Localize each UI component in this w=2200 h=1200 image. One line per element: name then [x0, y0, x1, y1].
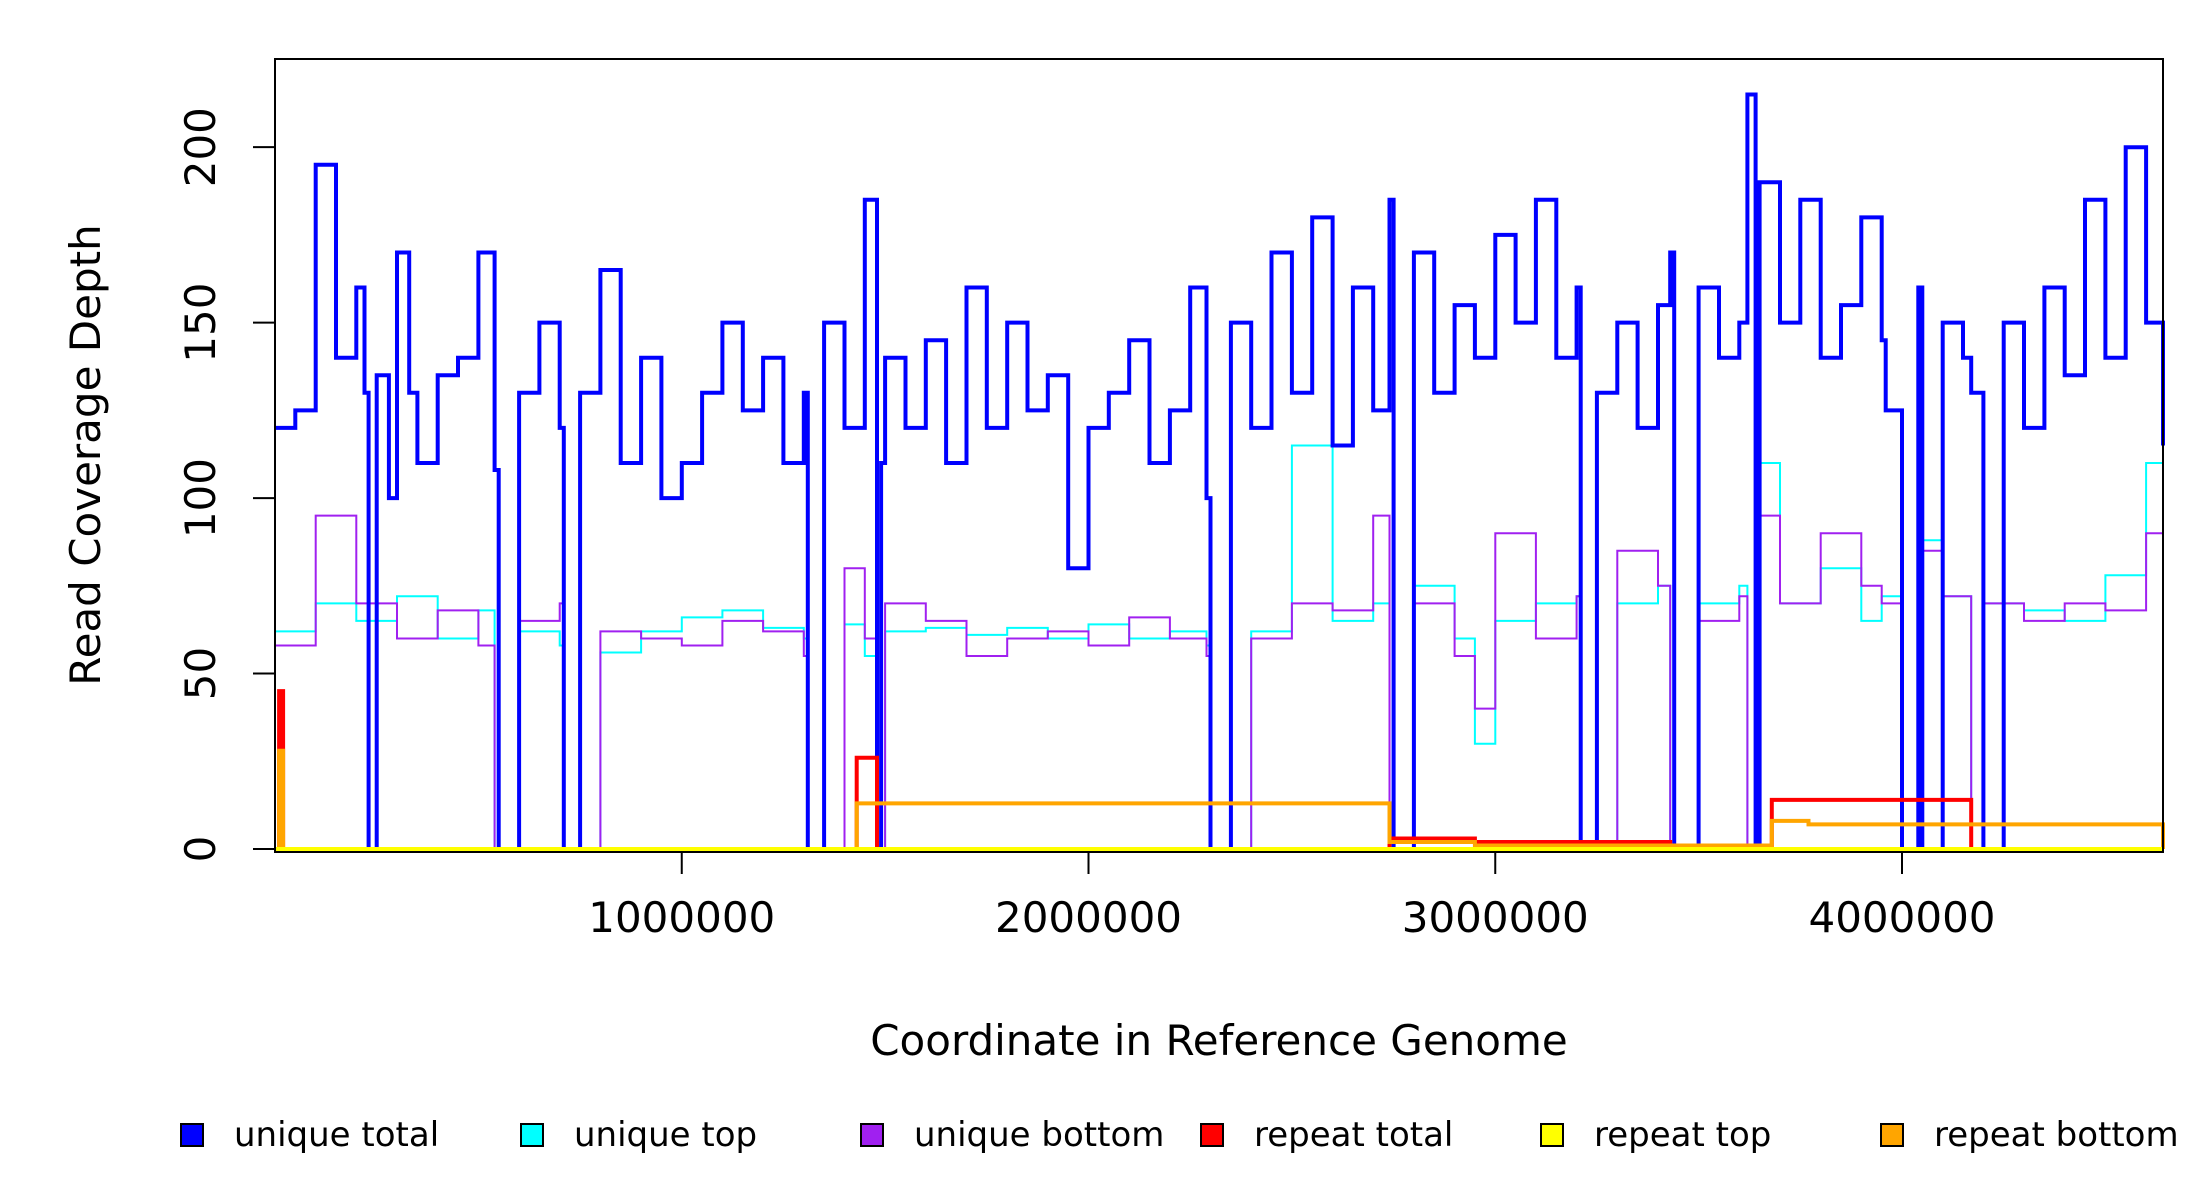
legend: unique total unique top unique bottom re…	[0, 1110, 2200, 1160]
legend-item-repeat-total: repeat total	[1200, 1110, 1453, 1160]
y-tick-label: 50	[176, 647, 225, 700]
legend-label-unique-bottom: unique bottom	[914, 1115, 1165, 1155]
legend-item-unique-top: unique top	[520, 1110, 757, 1160]
y-axis: 0 50 100 150 200	[176, 107, 275, 862]
legend-label-unique-top: unique top	[574, 1115, 758, 1155]
legend-item-unique-total: unique total	[180, 1110, 439, 1160]
y-axis-label: Read Coverage Depth	[61, 224, 110, 685]
legend-item-unique-bottom: unique bottom	[860, 1110, 1164, 1160]
series-unique-top	[275, 444, 2164, 850]
legend-label-repeat-top: repeat top	[1594, 1115, 1772, 1155]
y-tick-label: 0	[176, 836, 225, 863]
legend-swatch-unique-total	[180, 1123, 204, 1147]
legend-swatch-unique-bottom	[860, 1123, 884, 1147]
series-layer	[275, 92, 2165, 851]
y-tick-label: 200	[176, 107, 225, 187]
legend-swatch-repeat-top	[1540, 1123, 1564, 1147]
y-tick-label: 100	[176, 458, 225, 538]
x-tick-label: 3000000	[1402, 893, 1589, 942]
series-unique-total	[275, 92, 2165, 851]
plot-frame	[274, 58, 2164, 853]
legend-label-unique-total: unique total	[234, 1115, 440, 1155]
x-tick-label: 1000000	[588, 893, 775, 942]
legend-swatch-repeat-bottom	[1880, 1123, 1904, 1147]
y-tick-label: 150	[176, 283, 225, 363]
legend-swatch-repeat-total	[1200, 1123, 1224, 1147]
legend-item-repeat-top: repeat top	[1540, 1110, 1771, 1160]
legend-swatch-unique-top	[520, 1123, 544, 1147]
x-tick-label: 2000000	[995, 893, 1182, 942]
series-repeat-bottom	[275, 748, 2165, 851]
x-axis-label: Coordinate in Reference Genome	[870, 1016, 1568, 1065]
legend-label-repeat-total: repeat total	[1254, 1115, 1454, 1155]
series-unique-bottom	[275, 514, 2164, 850]
x-axis: 1000000 2000000 3000000 4000000	[588, 852, 1996, 942]
legend-label-repeat-bottom: repeat bottom	[1934, 1115, 2179, 1155]
x-tick-label: 4000000	[1808, 893, 1995, 942]
legend-item-repeat-bottom: repeat bottom	[1880, 1110, 2179, 1160]
